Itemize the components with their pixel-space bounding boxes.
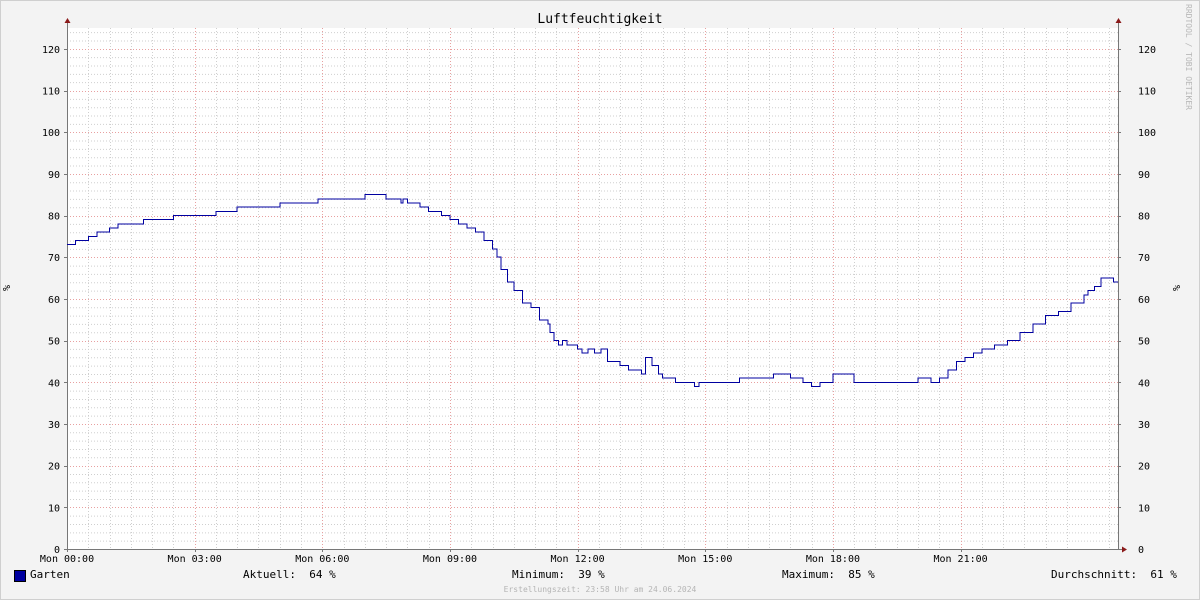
y-tick-label-right: 120	[1138, 45, 1156, 56]
x-tick-label: Mon 09:00	[423, 554, 477, 565]
y-tick-label-left: 10	[48, 503, 60, 514]
y-tick-label-left: 0	[54, 545, 60, 556]
x-tick-label: Mon 21:00	[933, 554, 987, 565]
y-tick-label-right: 50	[1138, 337, 1150, 348]
y-axis-label-left: %	[2, 285, 13, 291]
y-tick-label-left: 50	[48, 337, 60, 348]
y-tick-label-left: 20	[48, 462, 60, 473]
creation-timestamp: Erstellungszeit: 23:58 Uhr am 24.06.2024	[503, 585, 697, 594]
legend-current: Aktuell: 64 %	[243, 568, 336, 581]
y-axis-arrow-left	[64, 18, 71, 23]
y-tick-label-left: 30	[48, 420, 60, 431]
series-line-garten	[67, 194, 1118, 387]
x-tick-label: Mon 06:00	[295, 554, 349, 565]
y-tick-label-left: 70	[48, 253, 60, 264]
watermark: RRDTOOL / TOBI OETIKER	[1184, 4, 1193, 110]
y-axis-arrow-right	[1115, 18, 1122, 23]
y-tick-label-left: 40	[48, 378, 60, 389]
x-axis-arrow	[1122, 546, 1127, 553]
y-tick-label-left: 90	[48, 170, 60, 181]
y-tick-label-right: 80	[1138, 212, 1150, 223]
legend-maximum: Maximum: 85 %	[782, 568, 875, 581]
x-tick-label: Mon 18:00	[806, 554, 860, 565]
legend-minimum: Minimum: 39 %	[512, 568, 605, 581]
legend-average: Durchschnitt: 61 %	[1051, 568, 1177, 581]
y-tick-label-right: 40	[1138, 378, 1150, 389]
legend-series-name: Garten	[30, 568, 70, 581]
y-tick-label-right: 0	[1138, 545, 1144, 556]
x-tick-label: Mon 00:00	[40, 554, 94, 565]
y-tick-label-right: 20	[1138, 462, 1150, 473]
y-tick-label-right: 90	[1138, 170, 1150, 181]
x-tick-label: Mon 03:00	[168, 554, 222, 565]
y-tick-label-right: 100	[1138, 128, 1156, 139]
y-tick-label-right: 30	[1138, 420, 1150, 431]
y-tick-label-right: 110	[1138, 87, 1156, 98]
plot-area	[67, 28, 1118, 549]
x-tick-label: Mon 12:00	[551, 554, 605, 565]
y-tick-label-right: 60	[1138, 295, 1150, 306]
y-tick-label-left: 110	[42, 87, 60, 98]
y-tick-label-left: 120	[42, 45, 60, 56]
y-tick-label-left: 80	[48, 212, 60, 223]
y-axis-label-right: %	[1172, 285, 1183, 291]
legend-swatch	[14, 570, 26, 582]
y-tick-label-right: 10	[1138, 503, 1150, 514]
x-tick-label: Mon 15:00	[678, 554, 732, 565]
y-tick-label-left: 60	[48, 295, 60, 306]
y-tick-label-right: 70	[1138, 253, 1150, 264]
chart-title: Luftfeuchtigkeit	[537, 12, 662, 27]
y-tick-label-left: 100	[42, 128, 60, 139]
